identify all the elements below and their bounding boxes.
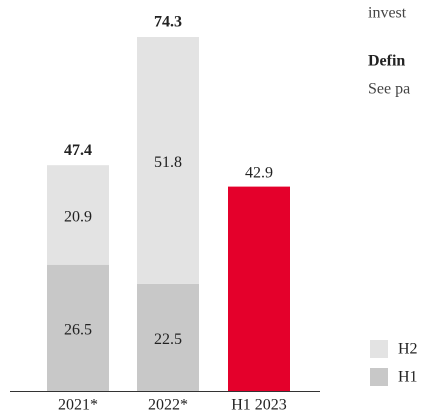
legend-swatch: [370, 368, 388, 386]
data-label: 22.5: [154, 331, 182, 348]
legend-label: H1: [398, 369, 418, 386]
bar-segment: [47, 165, 109, 265]
data-label: 51.8: [154, 154, 182, 171]
bar-segment: [47, 264, 109, 391]
x-tick-label: 2022*: [148, 397, 188, 414]
bar-segment: [137, 283, 199, 391]
bar: [228, 186, 290, 391]
data-label: 26.5: [64, 322, 92, 339]
legend-swatch: [370, 340, 388, 358]
x-tick-label: H1 2023: [231, 397, 287, 414]
x-tick-label: 2021*: [58, 397, 98, 414]
data-label: 20.9: [64, 209, 92, 226]
data-label: 42.9: [245, 164, 273, 181]
bar-segment: [137, 37, 199, 284]
side-text: See pa: [368, 81, 410, 98]
total-label: 47.4: [64, 142, 92, 159]
total-label: 74.3: [154, 14, 182, 31]
side-heading: Defin: [368, 53, 405, 70]
legend-label: H2: [398, 341, 418, 358]
side-text: invest: [368, 5, 407, 22]
